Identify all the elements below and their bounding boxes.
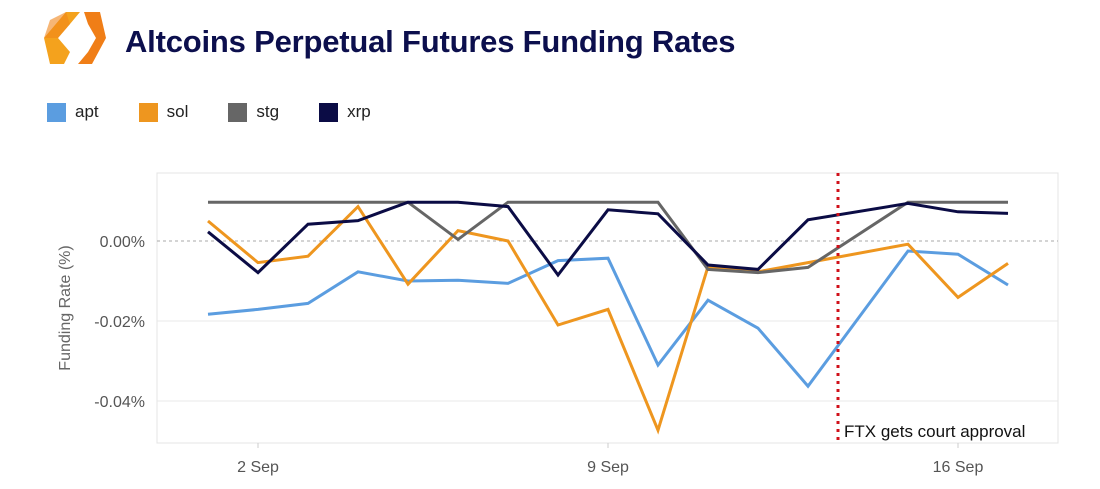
series-line-stg <box>208 200 1008 275</box>
legend-swatch <box>228 102 248 122</box>
event-annotation-label: FTX gets court approval <box>844 422 1025 441</box>
y-tick-label: -0.04% <box>94 394 145 411</box>
legend-swatch <box>138 102 158 122</box>
series-line-apt <box>207 249 1009 389</box>
page-title: Altcoins Perpetual Futures Funding Rates <box>125 24 736 59</box>
legend-swatch <box>47 102 66 122</box>
legend-label: sol <box>166 102 189 121</box>
legend-item-xrp: xrp <box>319 102 371 122</box>
y-tick-label: -0.02% <box>94 314 145 331</box>
series-line-sol <box>207 204 1009 435</box>
legend-label: apt <box>75 102 99 121</box>
y-tick-label: 0.00% <box>100 234 145 251</box>
legend-label: xrp <box>347 102 371 121</box>
brand-logo <box>44 12 106 64</box>
legend-label: stg <box>256 102 280 121</box>
y-axis-label: Funding Rate (%) <box>57 245 74 370</box>
x-tick-label: 16 Sep <box>933 459 984 476</box>
legend-item-stg: stg <box>228 102 279 122</box>
x-tick-label: 2 Sep <box>237 459 279 476</box>
chart-legend: apt sol stg xrp <box>47 102 411 122</box>
legend-item-sol: sol <box>138 102 189 122</box>
legend-swatch <box>319 102 339 122</box>
legend-item-apt: apt <box>47 102 99 122</box>
series-line-xrp <box>207 200 1009 278</box>
x-tick-label: 9 Sep <box>587 459 629 476</box>
